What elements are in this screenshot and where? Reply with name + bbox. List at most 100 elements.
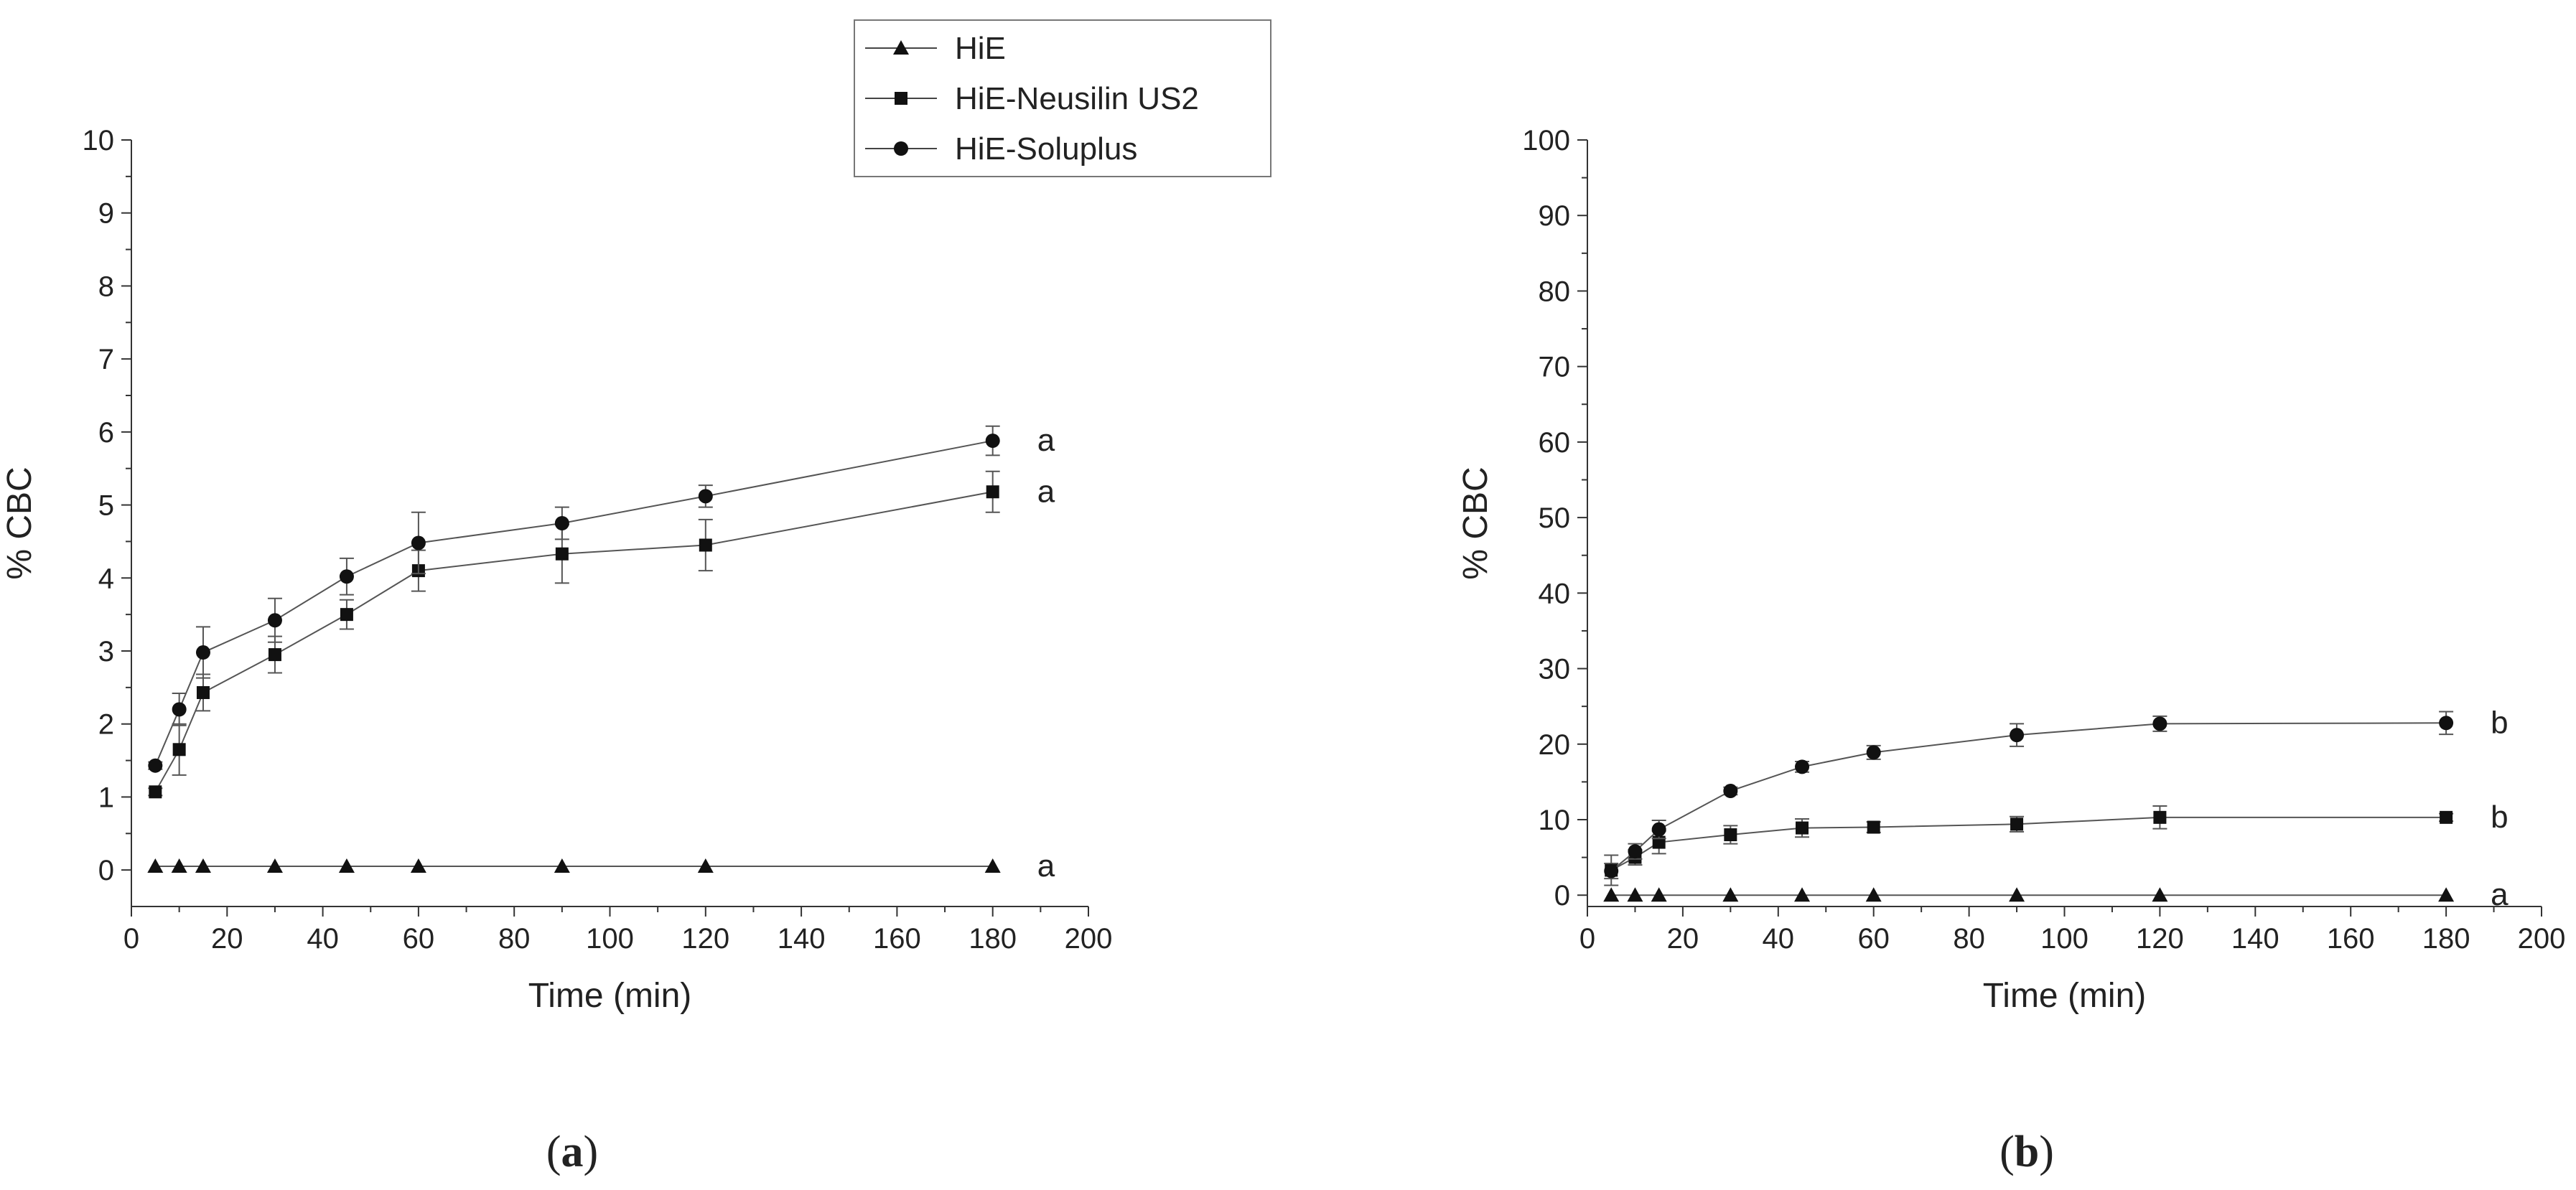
chart-b: 0 20 40 60 80 100 120 140 160 180 200 0 10 20 30 40 50 60… <box>1457 125 2565 1015</box>
legend-item-neusilin: HiE-Neusilin US2 <box>865 81 1199 116</box>
data-point-triangle <box>2009 887 2025 902</box>
x-tick-label: 100 <box>586 923 634 955</box>
data-point-square <box>2440 810 2453 824</box>
legend-label-soluplus: HiE-Soluplus <box>955 131 1137 167</box>
data-point-triangle <box>410 858 426 873</box>
y-tick-label: 60 <box>1539 427 1571 459</box>
data-point-triangle <box>1651 887 1667 902</box>
data-point-triangle <box>2152 887 2168 902</box>
data-point-triangle <box>2438 887 2455 902</box>
data-point-square <box>986 485 999 499</box>
data-point-circle <box>2010 728 2025 743</box>
data-point-circle <box>554 516 569 530</box>
x-tick-label: 200 <box>2518 923 2566 955</box>
data-point-square <box>268 648 281 662</box>
x-tick-label: 60 <box>1857 923 1890 955</box>
significance-label: b <box>2491 705 2508 740</box>
y-tick-label: 9 <box>98 198 114 230</box>
data-point-circle <box>1795 759 1810 774</box>
x-tick-label: 160 <box>2327 923 2375 955</box>
x-tick-label: 0 <box>1579 923 1595 955</box>
series-square: a <box>148 470 1055 799</box>
data-point-square <box>2153 810 2167 824</box>
y-tick-label: 4 <box>98 563 114 594</box>
caption-a-letter: a <box>561 1128 584 1176</box>
x-tick-label: 180 <box>2422 923 2470 955</box>
data-point-circle <box>985 434 1000 449</box>
x-tick-label: 60 <box>403 923 435 955</box>
y-tick-label: 7 <box>98 344 114 375</box>
x-tick-label: 160 <box>873 923 921 955</box>
data-point-triangle <box>147 858 164 873</box>
caption-b-close: ) <box>2039 1128 2054 1176</box>
data-point-triangle <box>697 858 714 873</box>
legend-item-soluplus: HiE-Soluplus <box>865 131 1137 167</box>
x-tick-label: 40 <box>307 923 339 955</box>
legend-marker-triangle-icon <box>893 40 909 55</box>
data-point-circle <box>1866 745 1881 760</box>
legend-marker-square-icon <box>895 92 907 105</box>
significance-label: a <box>1037 848 1055 884</box>
data-point-square <box>340 608 353 622</box>
x-tick-label: 140 <box>778 923 826 955</box>
series-circle: b <box>1604 705 2509 880</box>
y-tick-label: 0 <box>98 855 114 886</box>
data-point-circle <box>1628 844 1643 859</box>
data-point-triangle <box>1794 887 1811 902</box>
x-tick-label: 140 <box>2231 923 2279 955</box>
x-tick-label: 20 <box>211 923 243 955</box>
x-axis-title: Time (min) <box>528 977 692 1015</box>
data-point-triangle <box>1627 887 1643 902</box>
y-tick-label: 0 <box>1554 880 1570 912</box>
x-axis-title: Time (min) <box>1983 977 2147 1015</box>
y-tick-label: 5 <box>98 490 114 522</box>
series-triangle: a <box>1603 877 2509 912</box>
data-point-square <box>149 785 162 799</box>
chart-a: 0 20 40 60 80 100 120 140 160 180 200 0 1 2 3 4 5 6 7 8 9 10 T… <box>1 125 1112 1015</box>
y-axis-title: % CBC <box>1457 467 1495 579</box>
series-square: b <box>1604 800 2509 886</box>
series-line <box>154 440 993 767</box>
series-triangle: a <box>147 848 1055 884</box>
data-point-circle <box>267 613 282 628</box>
data-point-square <box>2010 817 2024 831</box>
legend-item-hie: HiE <box>865 31 1006 66</box>
y-tick-label: 20 <box>1539 729 1571 761</box>
y-tick-label: 1 <box>98 782 114 813</box>
x-tick-label: 120 <box>681 923 729 955</box>
data-point-square <box>1724 828 1737 842</box>
y-tick-label: 90 <box>1539 200 1571 232</box>
data-point-triangle <box>338 858 355 873</box>
y-tick-label: 10 <box>83 125 115 156</box>
data-point-triangle <box>1865 887 1882 902</box>
significance-label: a <box>1037 423 1055 458</box>
data-point-triangle <box>195 858 211 873</box>
data-point-square <box>196 685 210 699</box>
x-tick-label: 80 <box>1953 923 1985 955</box>
data-point-triangle <box>266 858 283 873</box>
y-tick-label: 40 <box>1539 578 1571 609</box>
data-point-circle <box>172 702 187 717</box>
caption-a-open: ( <box>546 1128 561 1176</box>
y-tick-label: 70 <box>1539 352 1571 383</box>
y-tick-label: 2 <box>98 709 114 741</box>
y-tick-label: 50 <box>1539 502 1571 534</box>
data-point-square <box>1796 821 1809 835</box>
y-tick-label: 30 <box>1539 654 1571 685</box>
data-point-circle <box>698 489 713 504</box>
data-point-circle <box>148 758 163 773</box>
legend-marker-circle-icon <box>894 141 908 156</box>
data-point-circle <box>339 569 354 584</box>
significance-label: a <box>1037 474 1055 509</box>
data-point-circle <box>411 535 426 551</box>
series-line <box>1610 722 2447 872</box>
y-tick-label: 80 <box>1539 276 1571 307</box>
data-point-circle <box>1604 863 1619 879</box>
y-tick-label: 100 <box>1522 125 1570 156</box>
y-tick-label: 10 <box>1539 805 1571 836</box>
caption-b-open: ( <box>1999 1128 2015 1176</box>
data-point-square <box>1867 820 1880 834</box>
caption-a: (a) <box>546 1128 598 1176</box>
y-tick-label: 3 <box>98 636 114 667</box>
